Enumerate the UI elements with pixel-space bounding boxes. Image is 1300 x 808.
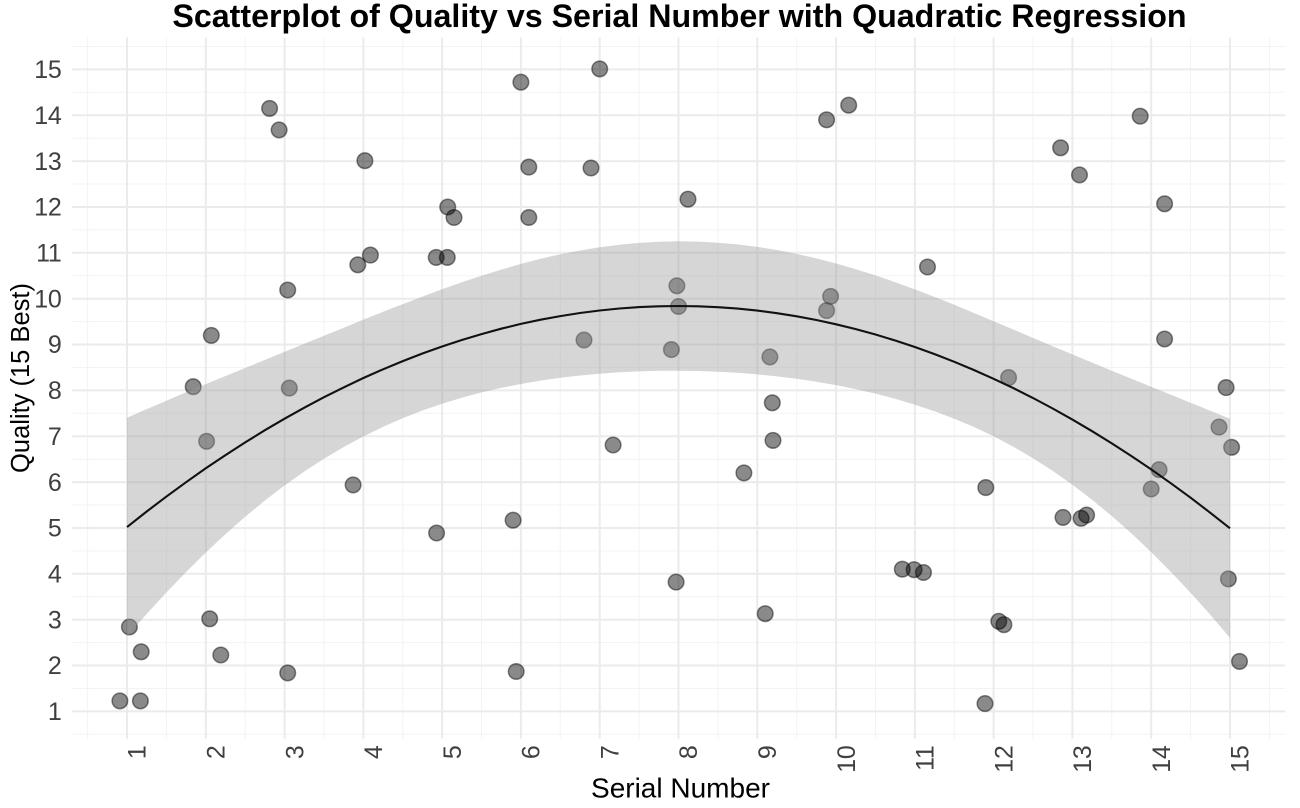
svg-text:3: 3 xyxy=(48,606,62,634)
svg-text:13: 13 xyxy=(34,148,61,176)
svg-text:9: 9 xyxy=(48,331,62,359)
svg-text:Quality (15 Best): Quality (15 Best) xyxy=(7,283,35,473)
svg-text:15: 15 xyxy=(34,56,61,84)
svg-text:Serial Number: Serial Number xyxy=(591,773,770,804)
svg-text:2: 2 xyxy=(203,746,231,760)
svg-text:5: 5 xyxy=(48,515,62,543)
svg-text:14: 14 xyxy=(1148,745,1176,773)
svg-text:3: 3 xyxy=(281,746,309,760)
svg-text:14: 14 xyxy=(34,102,62,130)
svg-text:10: 10 xyxy=(34,285,61,313)
svg-text:2: 2 xyxy=(48,652,62,680)
svg-text:8: 8 xyxy=(675,746,703,760)
svg-text:7: 7 xyxy=(48,423,62,451)
svg-text:4: 4 xyxy=(48,561,62,589)
svg-text:12: 12 xyxy=(34,194,61,222)
svg-text:13: 13 xyxy=(1069,746,1097,773)
svg-text:6: 6 xyxy=(518,746,546,760)
svg-text:7: 7 xyxy=(596,746,624,760)
svg-text:15: 15 xyxy=(1227,746,1255,773)
svg-text:10: 10 xyxy=(833,746,861,773)
svg-text:11: 11 xyxy=(912,746,940,771)
svg-text:6: 6 xyxy=(48,469,62,497)
svg-text:8: 8 xyxy=(48,377,62,405)
svg-text:4: 4 xyxy=(360,745,388,759)
svg-text:1: 1 xyxy=(48,698,62,726)
svg-text:1: 1 xyxy=(124,746,152,760)
svg-text:5: 5 xyxy=(439,746,467,760)
svg-text:9: 9 xyxy=(754,746,782,760)
svg-text:11: 11 xyxy=(36,240,61,268)
svg-text:12: 12 xyxy=(990,746,1018,773)
svg-text:Scatterplot of Quality vs Seri: Scatterplot of Quality vs Serial Number … xyxy=(172,0,1186,34)
